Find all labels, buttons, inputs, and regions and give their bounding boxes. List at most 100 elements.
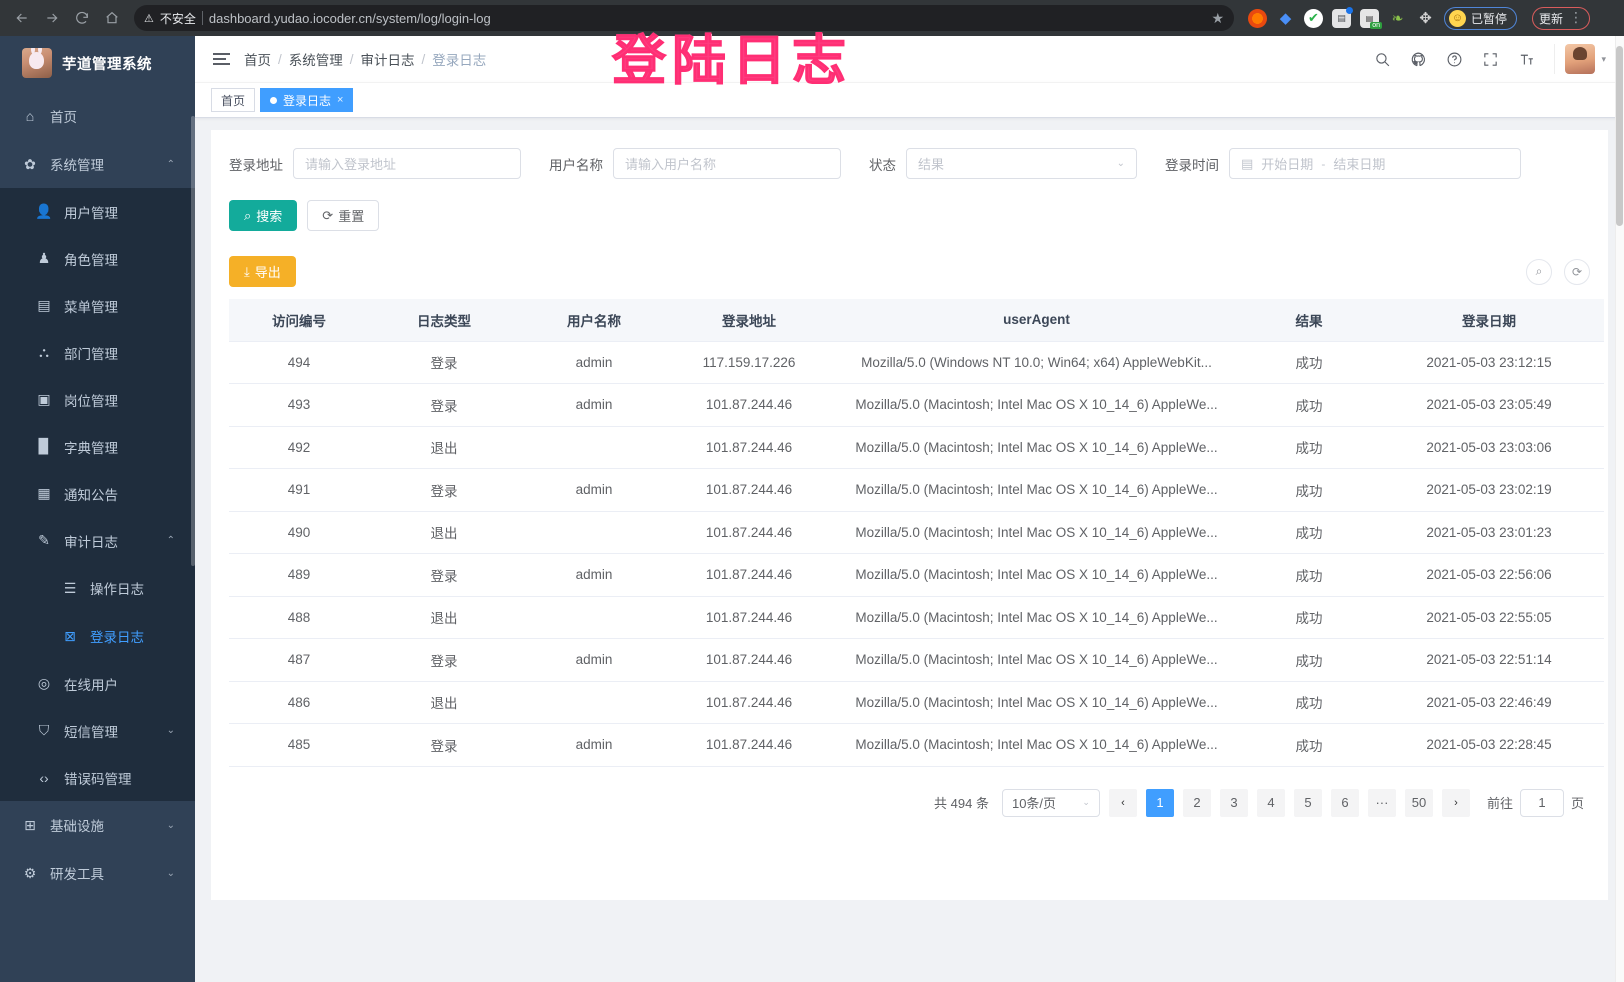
column-header-user: 用户名称 [519,299,669,342]
search-button[interactable]: ⌕ 搜索 [229,200,298,231]
page-scrollbar-thumb[interactable] [1616,46,1623,226]
cell-useragent: Mozilla/5.0 (Macintosh; Intel Mac OS X 1… [829,468,1244,512]
table-row[interactable]: 492 退出 101.87.244.46 Mozilla/5.0 (Macint… [229,426,1604,469]
table-row[interactable]: 490 退出 101.87.244.46 Mozilla/5.0 (Macint… [229,511,1604,554]
tab-home[interactable]: 首页 [211,88,256,112]
sidebar-item-login-log[interactable]: ⊠ 登录日志 [0,612,195,660]
table-row[interactable]: 491 登录 admin 101.87.244.46 Mozilla/5.0 (… [229,468,1604,512]
github-icon[interactable] [1410,51,1427,68]
cell-type: 退出 [369,426,519,469]
address-bar[interactable]: ⚠ 不安全 dashboard.yudao.iocoder.cn/system/… [134,5,1234,31]
table-row[interactable]: 493 登录 admin 101.87.244.46 Mozilla/5.0 (… [229,383,1604,427]
orange-ring-icon[interactable] [1248,8,1267,28]
login-address-input[interactable]: 请输入登录地址 [293,148,521,179]
blue-diamond-icon[interactable]: ◆ [1279,10,1292,27]
close-icon[interactable]: × [337,94,344,106]
avatar-menu[interactable]: ▾ [1554,44,1606,74]
page-button-6[interactable]: 6 [1330,788,1359,817]
bookmark-star-icon[interactable]: ★ [1211,9,1224,26]
sidebar-logo[interactable]: 芋道管理系统 [0,36,195,92]
sidebar-item-infrastructure[interactable]: ⊞ 基础设施 ⌄ [0,801,195,849]
table-head: 访问编号 日志类型 用户名称 登录地址 userAgent 结果 登录日期 [229,299,1604,342]
table-row[interactable]: 489 登录 admin 101.87.244.46 Mozilla/5.0 (… [229,553,1604,597]
sidebar-item-error-code[interactable]: ‹› 错误码管理 [0,754,195,801]
sidebar-item-home[interactable]: ⌂ 首页 [0,92,195,140]
puzzle-icon[interactable]: ✥ [1419,10,1432,27]
home-icon[interactable] [98,4,126,32]
forward-arrow-icon[interactable] [38,4,66,32]
sidebar-item-dev-tools[interactable]: ⚙ 研发工具 ⌄ [0,849,195,897]
page-button-4[interactable]: 4 [1256,788,1285,817]
sidebar-item-user-mgmt[interactable]: 👤 用户管理 [0,188,195,235]
breadcrumb-item-audit[interactable]: 审计日志 [360,53,415,68]
search-icon[interactable] [1374,51,1391,68]
chrome-menu-icon[interactable]: ⋮ [1569,9,1584,26]
back-arrow-icon[interactable] [8,4,36,32]
page-button-50[interactable]: 50 [1404,788,1433,817]
sidebar-item-online-user[interactable]: ◎ 在线用户 [0,660,195,707]
username-input[interactable]: 请输入用户名称 [613,148,841,179]
cell-id: 487 [229,638,369,682]
page-size-select[interactable]: 10条/页 ⌄ [1001,788,1100,817]
sidebar-item-label: 操作日志 [90,582,144,597]
start-date-placeholder: 开始日期 [1261,157,1314,172]
help-icon[interactable] [1446,51,1463,68]
sidebar-item-post-mgmt[interactable]: ▣ 岗位管理 [0,376,195,423]
next-page-button[interactable]: › [1441,788,1470,817]
table-row[interactable]: 488 退出 101.87.244.46 Mozilla/5.0 (Macint… [229,596,1604,639]
sidebar-item-dict-mgmt[interactable]: ▉ 字典管理 [0,423,195,470]
page-button-1[interactable]: 1 [1145,788,1174,817]
sidebar-item-role-mgmt[interactable]: ♟ 角色管理 [0,235,195,282]
cell-date: 2021-05-03 22:28:45 [1374,723,1604,767]
font-size-icon[interactable] [1518,51,1535,68]
table-row[interactable]: 485 登录 admin 101.87.244.46 Mozilla/5.0 (… [229,723,1604,767]
table-row[interactable]: 487 登录 admin 101.87.244.46 Mozilla/5.0 (… [229,638,1604,682]
url-text[interactable]: dashboard.yudao.iocoder.cn/system/log/lo… [208,10,491,26]
sidebar-item-audit-log[interactable]: ✎ 审计日志 ⌃ [0,517,195,564]
prev-page-button[interactable]: ‹ [1108,788,1137,817]
update-button[interactable]: 更新 ⋮ [1532,6,1591,30]
top-header: 首页 / 系统管理 / 审计日志 / 登录日志 [195,36,1624,82]
sidebar-item-dept-mgmt[interactable]: ⛬ 部门管理 [0,329,195,376]
sidebar-toggle-icon[interactable] [213,53,230,65]
sidebar-scrollbar[interactable] [191,116,195,566]
green-check-icon[interactable]: ✔ [1304,8,1323,28]
page-ellipsis[interactable]: ··· [1367,788,1396,817]
status-select[interactable]: 结果 ⌄ [906,148,1137,179]
login-time-daterange[interactable]: ▤ 开始日期 - 结束日期 [1229,148,1521,179]
blue-badge-icon[interactable]: ▤ [1332,6,1353,28]
smiley-icon: ☺ [1449,9,1466,27]
column-header-result: 结果 [1244,299,1374,342]
jump-page-input[interactable]: 1 [1519,788,1564,817]
page-scrollbar-track[interactable] [1615,36,1624,982]
sidebar-item-notice[interactable]: ▦ 通知公告 [0,470,195,517]
sidebar-item-menu-mgmt[interactable]: ▤ 菜单管理 [0,282,195,329]
fullscreen-icon[interactable] [1482,51,1499,68]
login-log-icon: ⊠ [64,627,76,644]
tab-login-log[interactable]: 登录日志 × [260,88,354,112]
page-button-5[interactable]: 5 [1293,788,1322,817]
cell-user: admin [519,341,669,384]
paused-extension-pill[interactable]: ☺ 已暂停 [1444,6,1518,30]
chevron-down-icon: ⌄ [166,725,175,736]
page-button-3[interactable]: 3 [1219,788,1248,817]
breadcrumb-item-system[interactable]: 系统管理 [288,53,343,68]
reset-button[interactable]: ⟳ 重置 [307,200,380,231]
cell-useragent: Mozilla/5.0 (Macintosh; Intel Mac OS X 1… [829,553,1244,597]
table-row[interactable]: 486 退出 101.87.244.46 Mozilla/5.0 (Macint… [229,681,1604,724]
export-button[interactable]: ⤓ 导出 [229,256,296,287]
breadcrumb-item-home[interactable]: 首页 [244,53,271,68]
reload-icon[interactable] [68,4,96,32]
leaf-icon[interactable]: ❧ [1391,9,1404,26]
translate-on-icon[interactable]: ▤ on [1360,8,1382,29]
tree-icon: ⛬ [39,344,49,360]
refresh-icon[interactable]: ⟳ [1564,258,1590,285]
sidebar-item-sms-mgmt[interactable]: ⛉ 短信管理 ⌄ [0,707,195,754]
cell-date: 2021-05-03 23:05:49 [1374,383,1604,427]
tool-icon: ⚙ [23,864,37,881]
table-row[interactable]: 494 登录 admin 117.159.17.226 Mozilla/5.0 … [229,341,1604,384]
sidebar-item-system[interactable]: ✿ 系统管理 ⌃ [0,140,195,188]
search-toggle-icon[interactable]: ⌕ [1526,258,1552,285]
page-button-2[interactable]: 2 [1182,788,1211,817]
sidebar-item-operation-log[interactable]: ☰ 操作日志 [0,564,195,612]
